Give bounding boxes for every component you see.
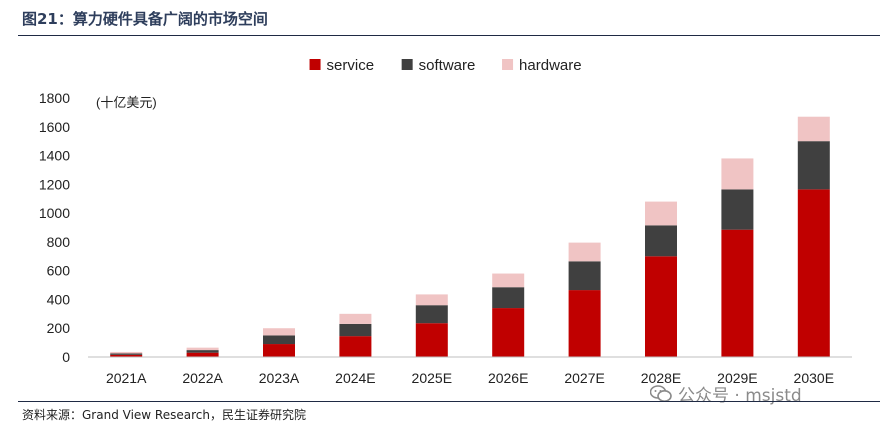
bar-segment-software <box>797 141 830 190</box>
x-tick-label: 2021A <box>106 370 147 386</box>
x-tick-label: 2027E <box>564 370 604 386</box>
legend-swatch-service <box>309 59 321 70</box>
bar-segment-hardware <box>186 347 219 351</box>
bar-segment-service <box>186 352 219 357</box>
bar-segment-service <box>797 189 830 357</box>
bar-segment-software <box>339 323 372 337</box>
bar-segment-service <box>339 336 372 357</box>
bar-segment-hardware <box>721 158 754 190</box>
bar-segment-service <box>492 308 525 357</box>
x-axis: 2021A 2022A 2023A 2024E 2025E 2026E 2027E 2028E… <box>106 370 834 386</box>
bar-segment-software <box>645 225 677 257</box>
bar-segment-service <box>415 323 448 357</box>
bar-segment-software <box>110 353 143 355</box>
x-tick-label: 2025E <box>412 370 452 386</box>
y-tick-label: 1600 <box>39 119 70 135</box>
figure-title: 图21：算力硬件具备广阔的市场空间 <box>22 10 268 28</box>
bar-segment-service <box>568 290 601 357</box>
watermark: 公众号 · msjstd <box>650 381 802 406</box>
source-note: 资料来源：Grand View Research，民生证券研究院 <box>22 408 306 422</box>
bar-segment-software <box>415 305 448 324</box>
bar-segment-hardware <box>645 201 677 226</box>
bottom-divider <box>18 401 880 402</box>
chart-legend: service software hardware <box>309 57 582 74</box>
y-tick-label: 1000 <box>39 205 70 221</box>
legend-label-software: software <box>419 57 476 74</box>
legend-label-service: service <box>327 57 375 74</box>
y-tick-label: 1400 <box>39 148 70 164</box>
x-tick-label: 2022A <box>182 370 223 386</box>
y-tick-label: 1800 <box>39 90 70 106</box>
bar-segment-software <box>721 189 754 230</box>
bar-segment-hardware <box>797 116 830 142</box>
bar-segment-service <box>110 354 143 357</box>
bar-segment-software <box>492 287 525 309</box>
x-tick-label: 2029E <box>717 370 757 386</box>
x-tick-label: 2023A <box>259 370 300 386</box>
bar-segment-hardware <box>415 294 448 306</box>
legend-swatch-software <box>401 59 413 70</box>
bar-segment-software <box>568 261 601 291</box>
bar-segment-service <box>721 229 754 357</box>
bar-segment-software <box>186 350 219 353</box>
bar-segment-hardware <box>263 328 295 336</box>
bar-segment-service <box>645 256 677 357</box>
bar-segment-hardware <box>492 273 525 288</box>
bar-segment-service <box>263 344 295 357</box>
legend-swatch-hardware <box>502 59 514 70</box>
bar-segment-hardware <box>339 313 372 324</box>
watermark-text: 公众号 · msjstd <box>678 386 802 406</box>
bar-segment-hardware <box>568 242 601 262</box>
legend-label-hardware: hardware <box>519 57 582 74</box>
y-tick-label: 600 <box>47 263 71 279</box>
wechat-icon <box>650 384 672 402</box>
y-axis: 0 200 400 600 800 1000 1200 1400 1600 1800 <box>39 90 70 365</box>
y-tick-label: 800 <box>47 234 71 250</box>
y-tick-label: 1200 <box>39 176 70 192</box>
x-tick-label: 2030E <box>794 370 834 386</box>
y-axis-unit: (十亿美元) <box>96 95 157 110</box>
y-tick-label: 400 <box>47 291 71 307</box>
bar-segment-hardware <box>110 351 143 354</box>
y-tick-label: 200 <box>47 320 71 336</box>
x-tick-label: 2026E <box>488 370 528 386</box>
top-divider <box>18 35 880 36</box>
stacked-bar-chart: service software hardware (十亿美元) 0 200 400 60… <box>39 57 852 386</box>
bar-segment-software <box>263 335 295 345</box>
bars <box>110 116 830 357</box>
y-tick-label: 0 <box>62 349 70 365</box>
x-tick-label: 2028E <box>641 370 681 386</box>
x-tick-label: 2024E <box>335 370 375 386</box>
